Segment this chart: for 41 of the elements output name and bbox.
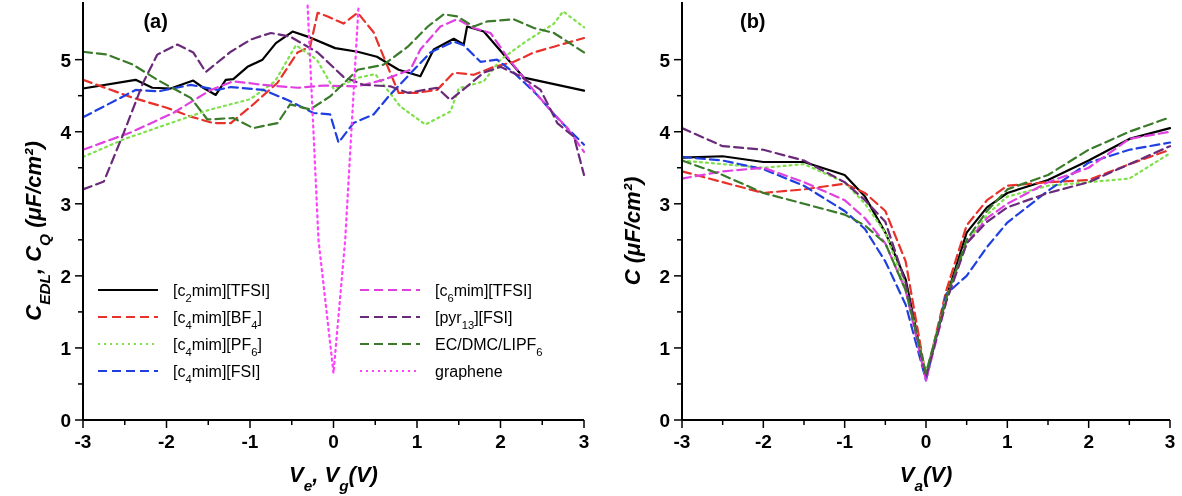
legend-label: [pyr$_{13}$][FSI] <box>435 309 513 331</box>
y-tick-label: 1 <box>659 337 671 359</box>
legend-label: [c$_{4}$mim][BF$_{4}$] <box>173 309 262 331</box>
x-axis-title: V$_{e}$, V$_{g}$(V) <box>289 462 378 494</box>
x-tick-label: 1 <box>411 431 423 452</box>
y-tick-label: 0 <box>659 410 670 431</box>
x-tick-label: 2 <box>495 431 506 452</box>
x-tick-label: 1 <box>1002 431 1014 452</box>
y-tick-label: 3 <box>60 193 71 215</box>
x-tick-label: -1 <box>836 431 854 452</box>
legend-label: graphene <box>435 363 503 380</box>
x-tick-label: -1 <box>241 431 259 452</box>
line-series <box>81 31 586 191</box>
y-tick-label: 4 <box>659 121 671 143</box>
x-tick-label: -2 <box>158 431 175 452</box>
y-tick-label: 1 <box>60 337 72 359</box>
x-tick-label: -3 <box>673 431 691 452</box>
legend-label: [c$_{2}$mim][TFSI] <box>173 282 270 304</box>
legend-label: [c$_{4}$mim][FSI] <box>173 363 261 385</box>
chart-title: (b) <box>739 10 766 32</box>
legend-label: EC/DMC/LIPF$_{6}$ <box>435 336 543 358</box>
x-tick-label: 3 <box>578 431 590 452</box>
legend-label: [c$_{6}$mim][TFSI] <box>435 282 532 304</box>
y-tick-label: 3 <box>659 193 670 215</box>
x-tick-label: -3 <box>74 431 92 452</box>
x-tick-label: 0 <box>920 431 932 452</box>
x-axis-title: V$_{a}$(V) <box>899 462 953 494</box>
x-tick-label: 0 <box>328 431 339 452</box>
x-tick-label: 3 <box>1164 431 1176 452</box>
y-tick-label: 4 <box>60 121 72 143</box>
x-tick-label: -2 <box>754 431 772 452</box>
legend-label: [c$_{4}$mim][PF$_{6}$] <box>173 336 262 358</box>
line-series <box>81 40 586 146</box>
x-tick-label: 2 <box>1083 431 1094 452</box>
chart-title: (a) <box>143 10 168 32</box>
y-tick-label: 0 <box>60 410 71 431</box>
y-tick-label: 5 <box>659 49 671 71</box>
y-tick-label: 5 <box>60 49 72 71</box>
y-tick-label: 2 <box>659 265 670 287</box>
y-tick-label: 2 <box>60 265 71 287</box>
y-axis-title: C (μF/cm²) <box>620 176 645 286</box>
